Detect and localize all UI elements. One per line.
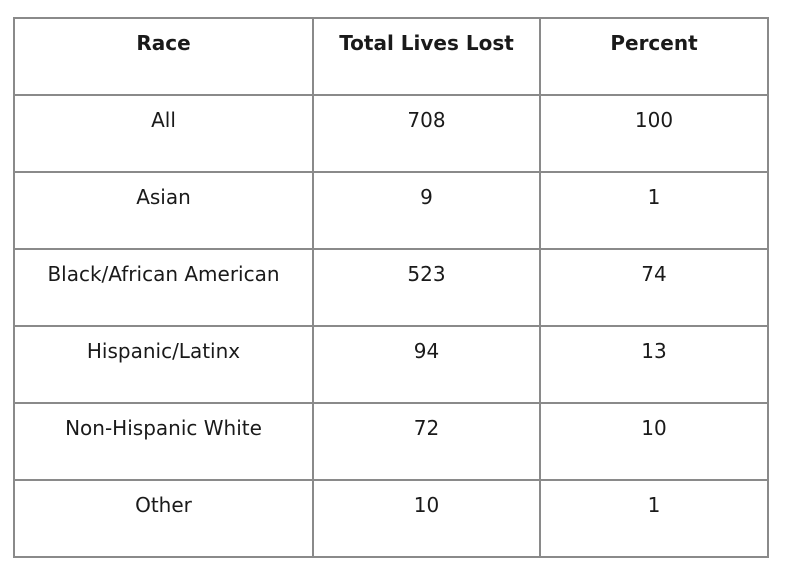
cell-total-lives-lost: 708: [312, 94, 541, 173]
cell-percent: 100: [539, 94, 769, 173]
cell-percent: 13: [539, 325, 769, 404]
cell-total-lives-lost: 94: [312, 325, 541, 404]
column-header-percent: Percent: [539, 17, 769, 96]
cell-race: Hispanic/Latinx: [13, 325, 314, 404]
table-row: All 708 100: [13, 94, 769, 173]
cell-race: Black/African American: [13, 248, 314, 327]
table-row: Asian 9 1: [13, 171, 769, 250]
cell-total-lives-lost: 9: [312, 171, 541, 250]
cell-race: Other: [13, 479, 314, 558]
cell-total-lives-lost: 10: [312, 479, 541, 558]
table-row: Other 10 1: [13, 479, 769, 558]
table-row: Hispanic/Latinx 94 13: [13, 325, 769, 404]
cell-race: All: [13, 94, 314, 173]
race-lives-lost-table: Race Total Lives Lost Percent All 708 10…: [13, 17, 769, 558]
cell-percent: 74: [539, 248, 769, 327]
column-header-race: Race: [13, 17, 314, 96]
cell-race: Asian: [13, 171, 314, 250]
cell-total-lives-lost: 72: [312, 402, 541, 481]
cell-total-lives-lost: 523: [312, 248, 541, 327]
table-row: Non-Hispanic White 72 10: [13, 402, 769, 481]
cell-percent: 10: [539, 402, 769, 481]
cell-percent: 1: [539, 171, 769, 250]
column-header-total-lives-lost: Total Lives Lost: [312, 17, 541, 96]
table-row: Black/African American 523 74: [13, 248, 769, 327]
header-row: Race Total Lives Lost Percent: [13, 17, 769, 96]
cell-percent: 1: [539, 479, 769, 558]
cell-race: Non-Hispanic White: [13, 402, 314, 481]
